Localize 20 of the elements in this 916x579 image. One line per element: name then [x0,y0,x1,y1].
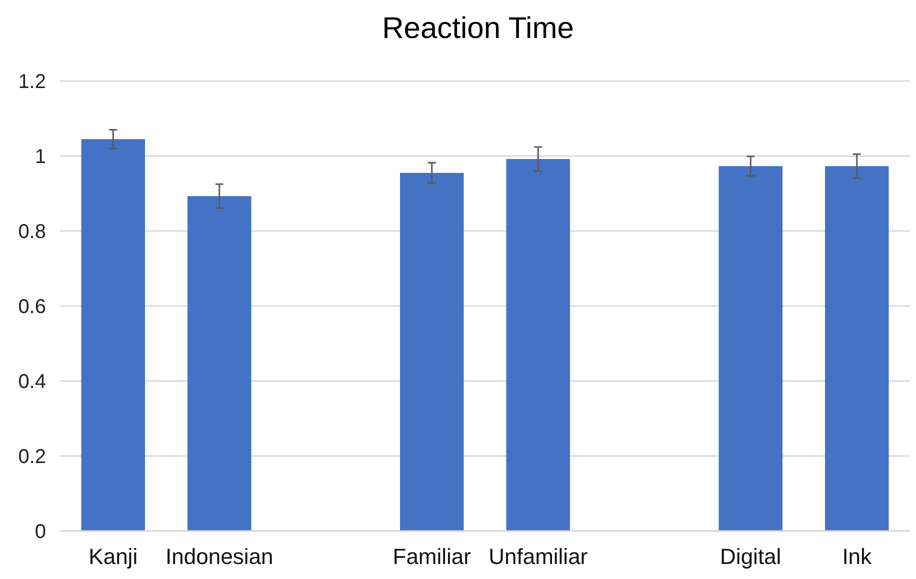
y-tick-label: 0.8 [18,221,46,243]
y-tick-label: 1.2 [18,71,46,93]
chart-title: Reaction Time [382,12,574,45]
x-tick-label: Digital [720,544,782,569]
bar [506,159,570,531]
bar [825,166,889,531]
x-tick-label: Familiar [392,544,471,569]
y-tick-label: 1 [34,146,46,168]
y-tick-label: 0 [34,521,46,543]
x-tick-label: Unfamiliar [488,544,588,569]
bar [188,196,252,531]
x-tick-label: Kanji [88,544,138,569]
x-tick-label: Ink [842,544,873,569]
x-tick-label: Indonesian [166,544,274,569]
bar [400,172,464,531]
y-tick-label: 0.2 [18,446,46,468]
bar [718,166,782,531]
y-tick-label: 0.6 [18,296,46,318]
y-tick-label: 0.4 [18,371,46,393]
bar [81,139,145,531]
